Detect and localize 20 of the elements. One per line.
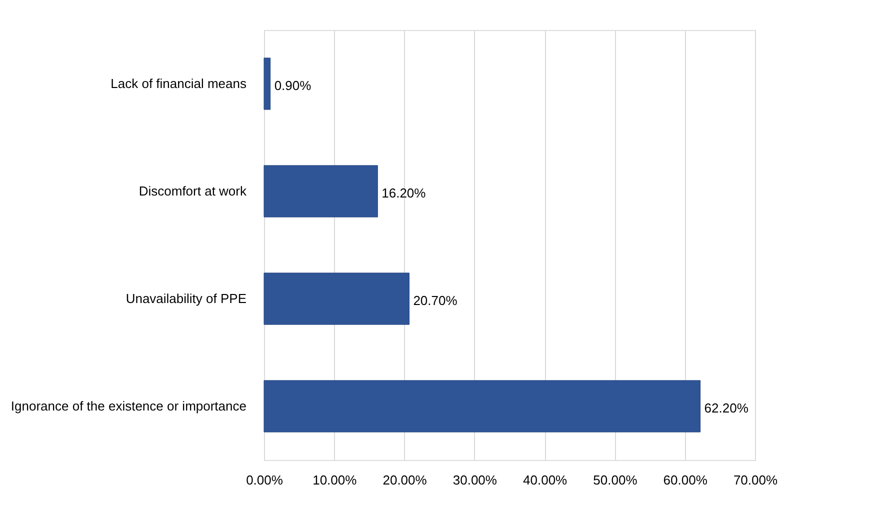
data-label: 62.20% bbox=[704, 400, 749, 416]
bar bbox=[264, 272, 410, 325]
x-tick-label: 50.00% bbox=[593, 472, 638, 488]
data-label: 16.20% bbox=[382, 185, 426, 200]
bar bbox=[264, 165, 378, 218]
data-label: 0.90% bbox=[274, 78, 312, 93]
y-tick-label: Ignorance of the existence or importance bbox=[10, 398, 246, 414]
bar bbox=[264, 380, 701, 432]
data-label: 20.70% bbox=[413, 292, 458, 308]
x-tick-label: 0.00% bbox=[246, 472, 284, 488]
x-tick-label: 70.00% bbox=[733, 472, 778, 488]
x-tick-label: 60.00% bbox=[663, 472, 708, 488]
x-tick-label: 20.00% bbox=[382, 472, 428, 488]
x-tick-label: 10.00% bbox=[312, 472, 358, 488]
y-tick-label: Lack of financial means bbox=[110, 76, 247, 91]
bar bbox=[264, 58, 271, 110]
x-tick-label: 40.00% bbox=[523, 472, 568, 488]
x-tick-label: 30.00% bbox=[452, 472, 498, 488]
y-tick-label: Unavailability of PPE bbox=[126, 290, 247, 306]
y-tick-label: Discomfort at work bbox=[138, 183, 247, 198]
